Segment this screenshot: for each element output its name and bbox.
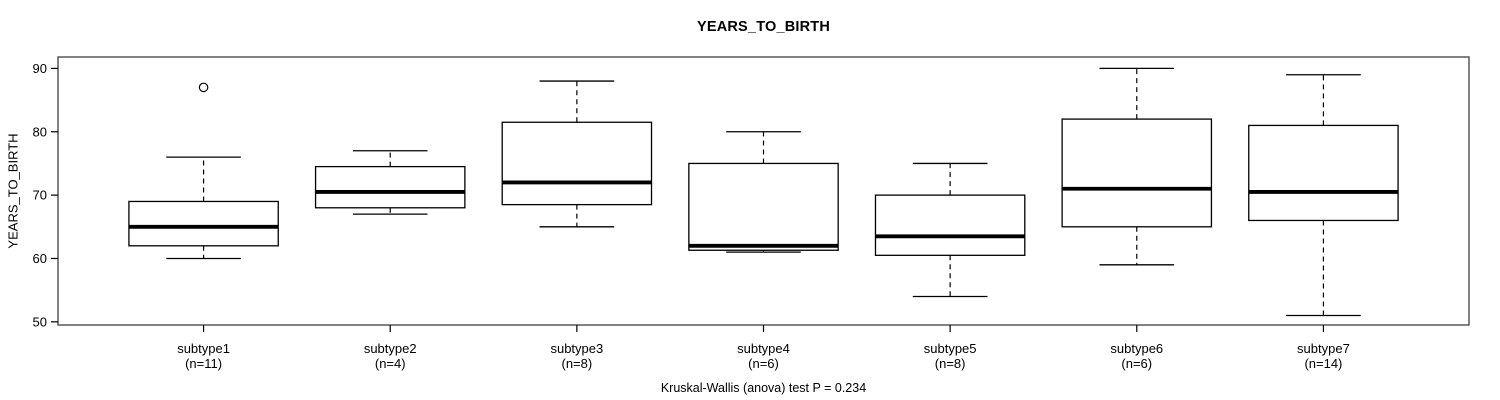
category-label: subtype1	[177, 341, 230, 356]
box	[1061, 118, 1213, 228]
box	[874, 194, 1026, 256]
y-tick-label: 80	[33, 124, 47, 139]
category-label: subtype7	[1297, 341, 1350, 356]
box	[128, 200, 279, 247]
count-label: (n=11)	[185, 356, 222, 371]
outlier-point	[198, 82, 209, 93]
y-tick-label: 90	[33, 61, 47, 76]
count-label: (n=8)	[562, 356, 593, 371]
category-label: subtype5	[924, 341, 977, 356]
box	[314, 165, 466, 209]
category-label: subtype2	[364, 341, 417, 356]
kruskal-wallis-annotation: Kruskal-Wallis (anova) test P = 0.234	[660, 381, 867, 395]
count-label: (n=14)	[1304, 356, 1342, 371]
box	[688, 162, 839, 251]
count-label: (n=8)	[935, 356, 966, 371]
category-label: subtype3	[550, 341, 603, 356]
chart-title: YEARS_TO_BIRTH	[696, 19, 831, 35]
count-label: (n=4)	[375, 356, 406, 371]
y-tick-label: 70	[33, 188, 47, 203]
box	[501, 121, 653, 206]
box	[1248, 124, 1399, 222]
count-label: (n=6)	[748, 356, 779, 371]
y-tick-label: 50	[33, 314, 47, 329]
category-label: subtype4	[737, 341, 790, 356]
category-label: subtype6	[1110, 341, 1163, 356]
y-tick-label: 60	[33, 251, 47, 266]
count-label: (n=6)	[1121, 356, 1152, 371]
